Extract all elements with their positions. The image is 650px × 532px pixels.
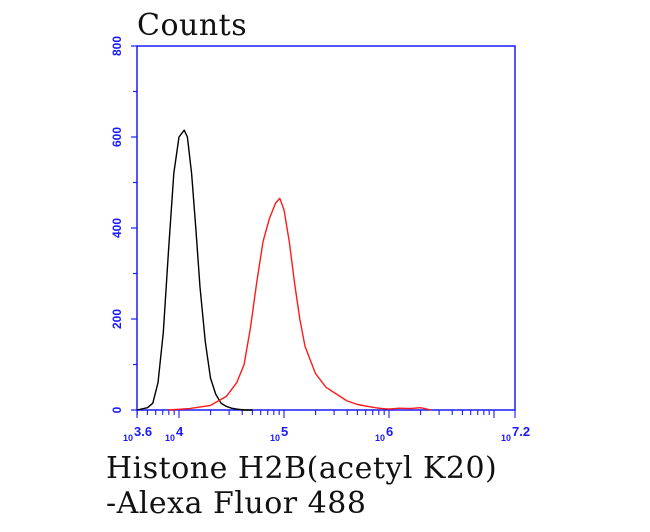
x-ticks: 10 3.6 10 4 10 5 10 6 10 7.2 [123, 410, 530, 443]
x-tick-label-base: 10 [123, 433, 133, 443]
x-tick-label-exponent: 7.2 [512, 424, 530, 439]
y-tick-label: 0 [110, 406, 124, 413]
series-line-black [136, 129, 253, 411]
x-axis-label-line-2: -Alexa Fluor 488 [106, 486, 367, 521]
y-tick-label: 800 [110, 36, 124, 56]
x-tick-label-base: 10 [270, 433, 280, 443]
y-tick-label: 200 [110, 309, 124, 329]
series-layer [136, 129, 432, 411]
y-tick-label: 600 [110, 127, 124, 147]
y-tick-label: 400 [110, 218, 124, 238]
x-tick-label-base: 10 [501, 433, 511, 443]
x-tick-label-exponent: 4 [176, 424, 184, 439]
x-tick-label-base: 10 [375, 433, 385, 443]
y-axis-label: Counts [137, 8, 248, 43]
plot-frame [136, 45, 516, 411]
x-axis-label-line-1: Histone H2B(acetyl K20) [106, 451, 498, 486]
y-ticks: 0 200 400 600 800 [110, 36, 137, 413]
x-tick-label-exponent: 3.6 [134, 424, 152, 439]
x-tick-label-exponent: 6 [386, 424, 393, 439]
x-tick-label-base: 10 [165, 433, 175, 443]
x-tick-label-exponent: 5 [281, 424, 288, 439]
series-line-red [168, 197, 432, 411]
